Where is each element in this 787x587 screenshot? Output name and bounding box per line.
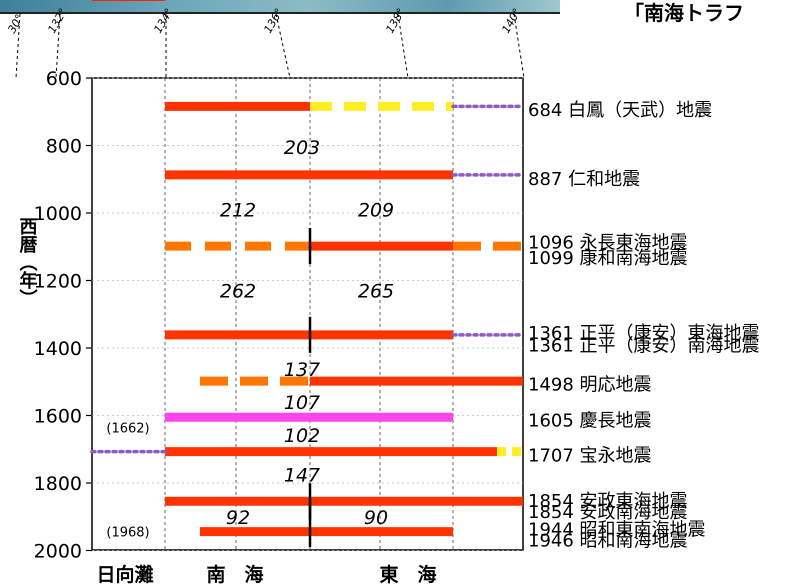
y-tick-label: 800 [46,136,82,158]
event-label: 1946 昭和南海地震 [528,531,688,552]
event-label: 1605 慶長地震 [528,411,652,432]
longitude-label: 30° [5,12,26,35]
map-strip-edge [0,12,560,14]
y-tick-label: 1400 [34,338,82,360]
y-tick-label: 1600 [34,406,82,428]
longitude-leader-line [55,13,61,79]
recurrence-interval-label: 265 [358,281,394,303]
y-tick-label: 1000 [34,203,82,225]
map-strip [0,0,560,12]
longitude-leader-line [397,13,409,79]
event-label: 887 仁和地震 [528,169,640,190]
recurrence-interval-label: 92 [226,507,250,529]
header-title: 「南海トラフ [624,1,744,25]
y-tick-label: 600 [46,68,82,90]
longitude-leader-line [513,13,525,79]
recurrence-interval-label: 262 [220,281,256,303]
recurrence-interval-label: 90 [364,507,388,529]
longitude-leader-line [275,13,291,79]
event-label: 1096 永長東海地震 [528,232,688,253]
event-label: 1707 宝永地震 [528,445,652,466]
recurrence-interval-label: 102 [284,425,320,447]
y-tick-label: 2000 [34,541,82,563]
region-label: 東 海 [379,563,436,586]
hyuganada-event-label: (1662) [106,422,149,437]
longitude-label: 138° [383,6,408,35]
event-label: 684 白鳳（天武）地震 [528,100,712,121]
event-label: 1361 正平（康安）東海地震 [528,323,760,344]
recurrence-interval-label: 212 [220,200,256,222]
longitude-label: 134° [151,6,176,35]
longitude-leader-line [15,13,21,79]
recurrence-interval-label: 107 [284,392,320,414]
region-label: 南 海 [206,563,263,586]
longitude-label: 136° [261,6,286,35]
event-label: 1854 安政南海地震 [528,502,688,523]
y-tick-label: 1800 [34,473,82,495]
y-tick-label: 1200 [34,271,82,293]
event-label: 1944 昭和東南海地震 [528,520,706,541]
recurrence-interval-label: 137 [284,359,320,381]
recurrence-interval-label: 209 [358,200,394,222]
longitude-label: 132° [45,6,70,35]
event-label: 1854 安政東海地震 [528,491,688,512]
y-axis-label: 西暦（年） [17,217,38,307]
event-label: 1498 明応地震 [528,374,652,395]
hyuganada-event-label: (1968) [106,525,149,540]
longitude-label: 140° [499,6,524,35]
recurrence-interval-label: 203 [284,137,320,159]
region-label: 日向灘 [96,563,153,586]
event-label: 1361 正平（康安）南海地震 [528,336,760,357]
event-label: 1099 康和南海地震 [528,248,688,269]
recurrence-interval-label: 147 [284,465,320,487]
